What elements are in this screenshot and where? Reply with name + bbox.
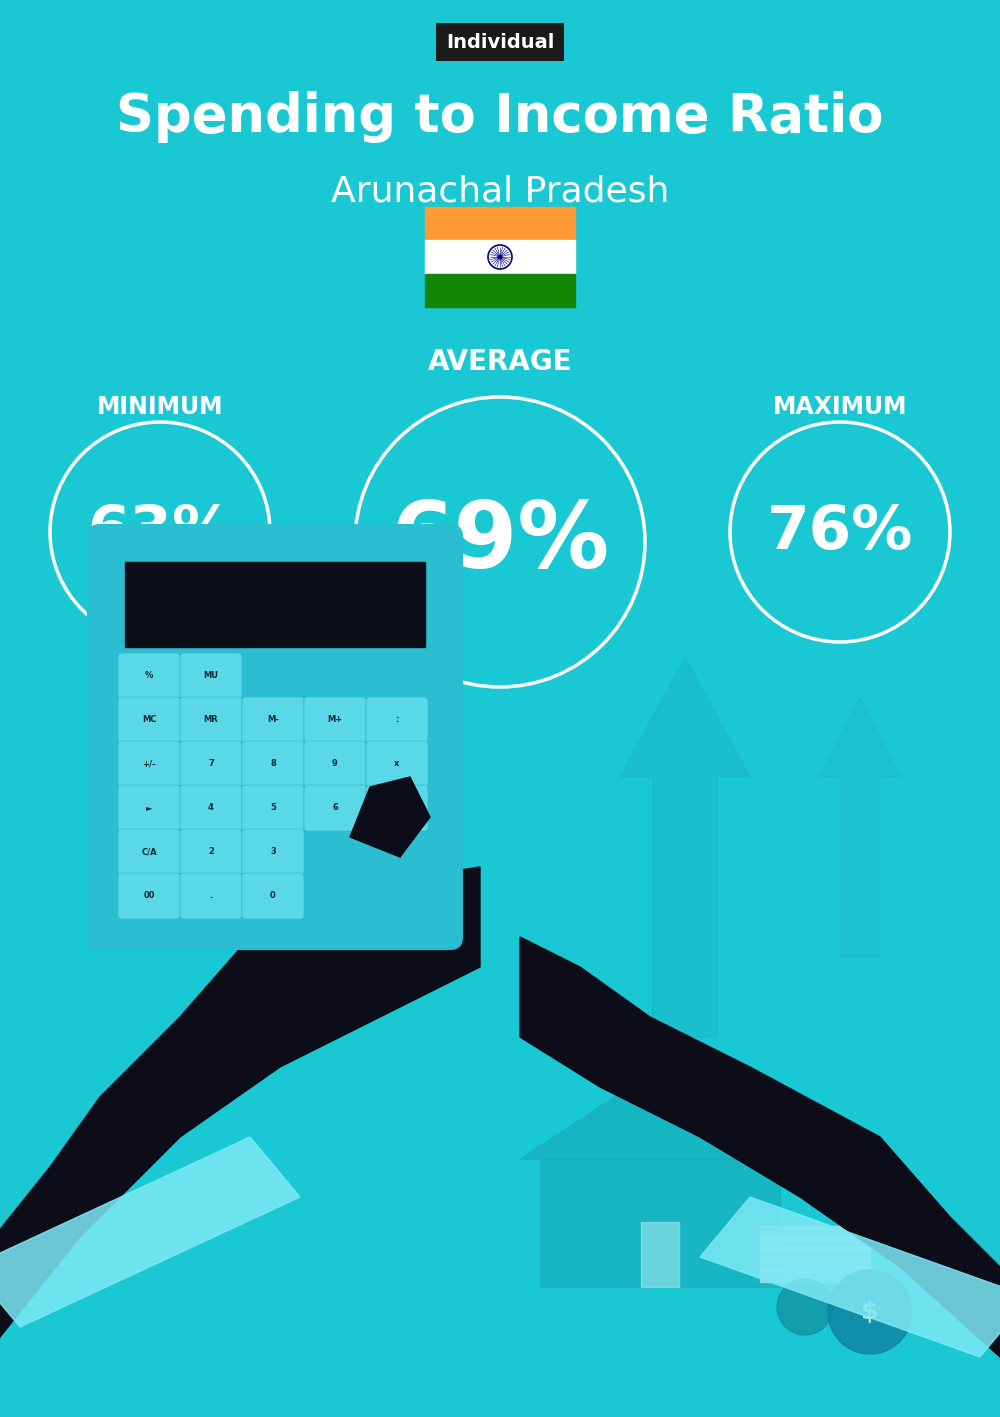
FancyBboxPatch shape: [242, 873, 304, 920]
Text: 4: 4: [208, 803, 214, 812]
Circle shape: [498, 255, 502, 258]
FancyBboxPatch shape: [180, 829, 242, 876]
Bar: [760, 1236, 870, 1253]
Bar: [641, 1221, 679, 1287]
Polygon shape: [305, 657, 415, 966]
FancyBboxPatch shape: [304, 697, 366, 743]
Bar: [540, 1159, 780, 1287]
FancyBboxPatch shape: [180, 785, 242, 830]
Bar: [425, 273, 575, 307]
Text: 9: 9: [332, 760, 338, 768]
Text: 0: 0: [270, 891, 276, 900]
Text: Individual: Individual: [446, 33, 554, 51]
Text: Spending to Income Ratio: Spending to Income Ratio: [116, 91, 884, 143]
Text: MU: MU: [204, 672, 218, 680]
Bar: [125, 563, 425, 648]
FancyBboxPatch shape: [366, 697, 428, 743]
Text: .: .: [209, 891, 213, 900]
FancyBboxPatch shape: [242, 697, 304, 743]
Text: 63%: 63%: [87, 503, 233, 561]
FancyBboxPatch shape: [118, 653, 180, 699]
Text: 7: 7: [208, 760, 214, 768]
Text: M+: M+: [327, 716, 343, 724]
Polygon shape: [620, 657, 750, 1037]
Text: 3: 3: [270, 847, 276, 856]
Polygon shape: [520, 937, 1000, 1417]
Polygon shape: [700, 1197, 1000, 1357]
Text: MINIMUM: MINIMUM: [97, 395, 223, 419]
Bar: [425, 207, 575, 241]
Polygon shape: [520, 1067, 800, 1159]
FancyBboxPatch shape: [118, 785, 180, 830]
FancyBboxPatch shape: [88, 526, 462, 949]
Text: MC: MC: [142, 716, 156, 724]
Bar: [425, 241, 575, 273]
Text: MR: MR: [204, 716, 218, 724]
Text: x: x: [394, 760, 400, 768]
FancyBboxPatch shape: [242, 741, 304, 786]
Bar: [710, 1084, 732, 1129]
Text: M-: M-: [267, 716, 279, 724]
FancyBboxPatch shape: [242, 829, 304, 876]
Bar: [760, 1246, 870, 1263]
Bar: [760, 1255, 870, 1272]
Text: 5: 5: [270, 803, 276, 812]
Text: ►: ►: [146, 803, 152, 812]
FancyBboxPatch shape: [118, 873, 180, 920]
FancyBboxPatch shape: [118, 829, 180, 876]
Bar: [760, 1265, 870, 1282]
Circle shape: [777, 1280, 833, 1335]
Text: 76%: 76%: [767, 503, 913, 561]
Text: 2: 2: [208, 847, 214, 856]
Text: :: :: [395, 716, 399, 724]
FancyBboxPatch shape: [366, 785, 428, 830]
Text: 69%: 69%: [390, 497, 610, 587]
FancyBboxPatch shape: [366, 741, 428, 786]
Polygon shape: [0, 1136, 300, 1326]
Text: C/A: C/A: [141, 847, 157, 856]
FancyBboxPatch shape: [242, 785, 304, 830]
Text: Arunachal Pradesh: Arunachal Pradesh: [331, 176, 669, 208]
Polygon shape: [0, 867, 480, 1417]
FancyBboxPatch shape: [304, 785, 366, 830]
Text: $: $: [861, 1299, 879, 1323]
Text: 00: 00: [143, 891, 155, 900]
Text: 6: 6: [332, 803, 338, 812]
FancyBboxPatch shape: [304, 741, 366, 786]
FancyBboxPatch shape: [180, 741, 242, 786]
Text: MAXIMUM: MAXIMUM: [773, 395, 907, 419]
FancyBboxPatch shape: [180, 697, 242, 743]
Bar: [760, 1226, 870, 1241]
FancyBboxPatch shape: [180, 653, 242, 699]
FancyBboxPatch shape: [180, 873, 242, 920]
Text: 8: 8: [270, 760, 276, 768]
FancyBboxPatch shape: [118, 697, 180, 743]
Text: %: %: [145, 672, 153, 680]
FancyBboxPatch shape: [118, 741, 180, 786]
Text: +/-: +/-: [142, 760, 156, 768]
Text: AVERAGE: AVERAGE: [428, 349, 572, 376]
Circle shape: [828, 1270, 912, 1355]
Polygon shape: [820, 697, 900, 956]
Polygon shape: [350, 777, 430, 857]
Text: -: -: [395, 803, 399, 812]
